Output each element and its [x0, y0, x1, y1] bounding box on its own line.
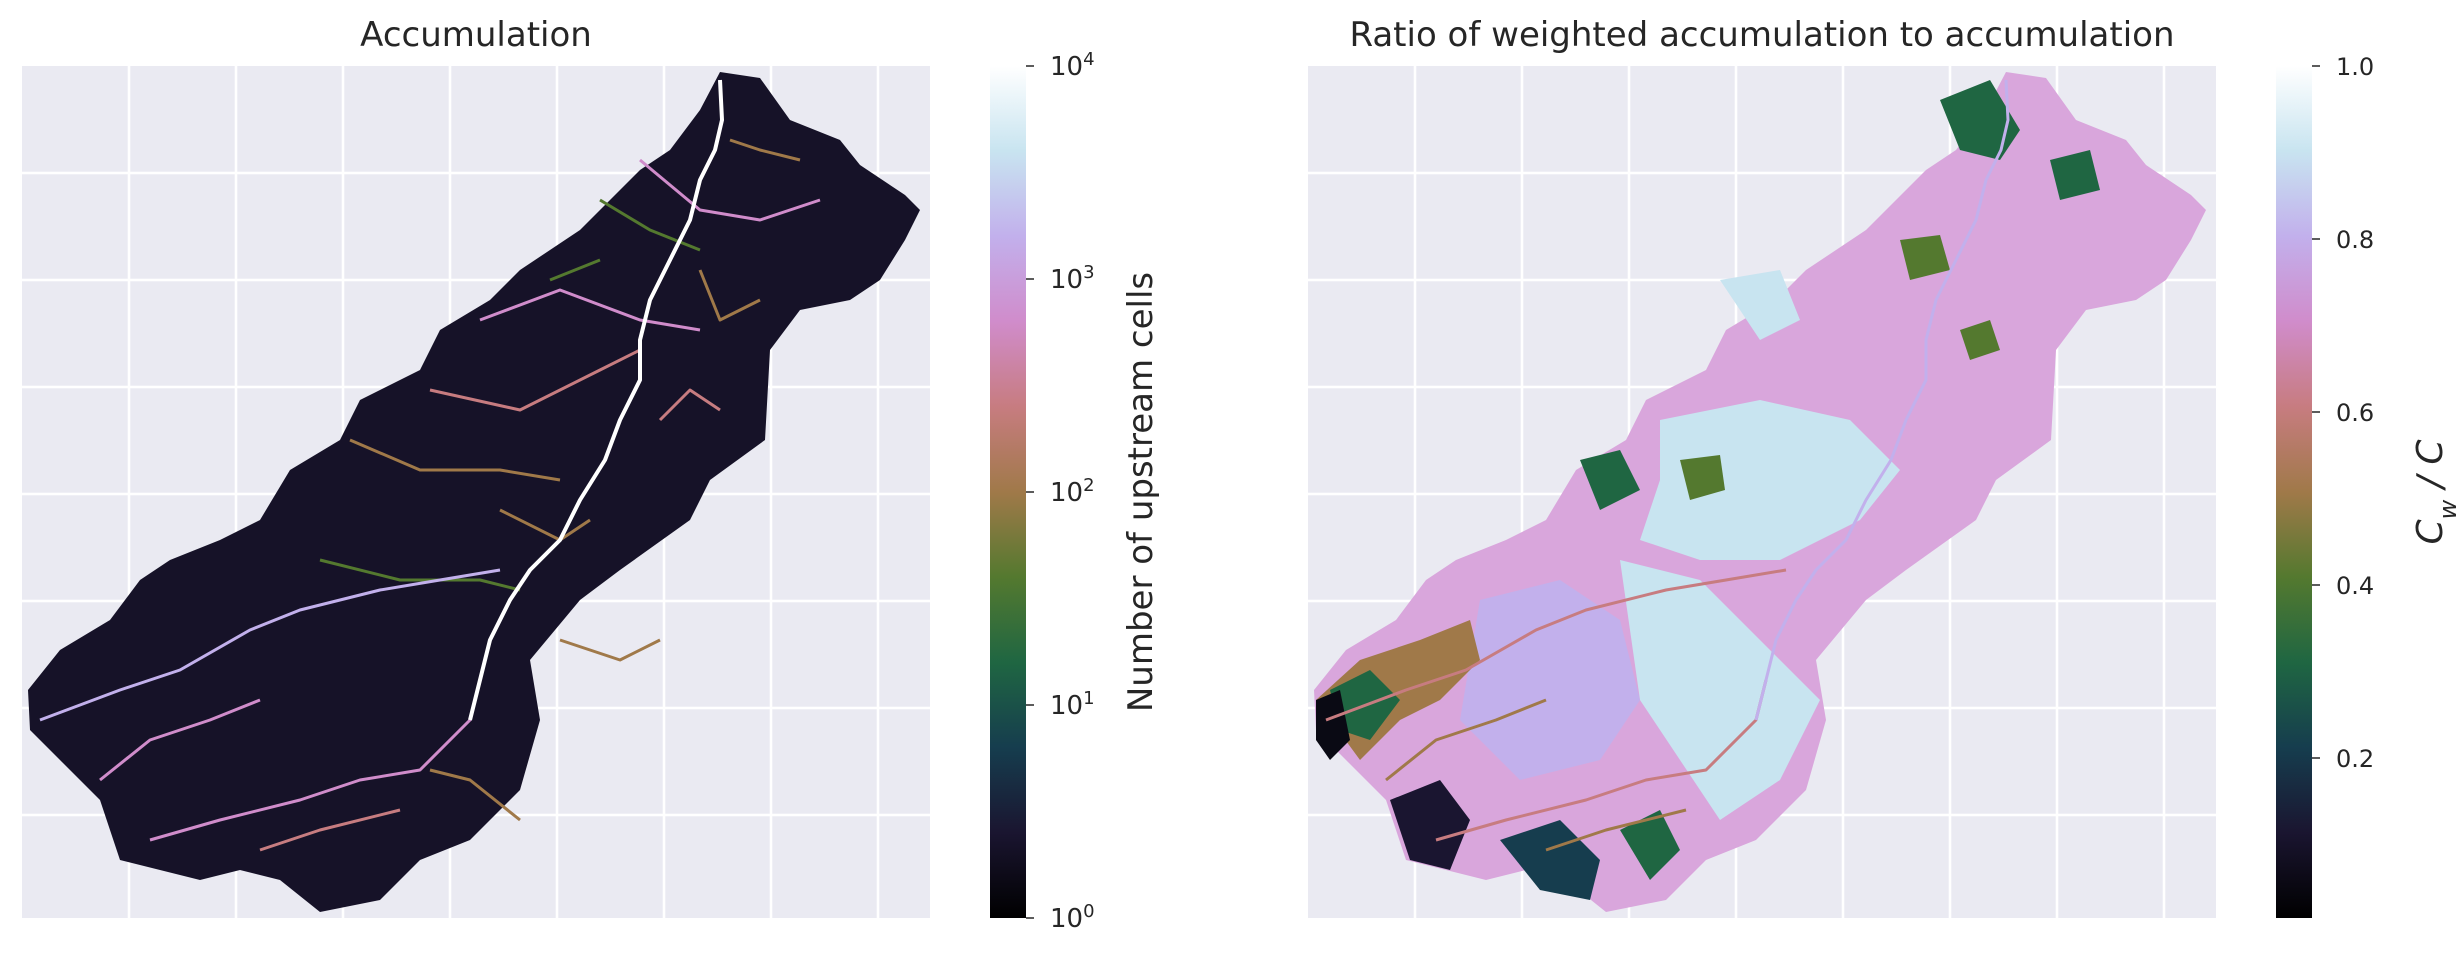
colorbar-tick: 0.2: [2312, 745, 2374, 773]
colorbar-tick: 101: [1026, 688, 1095, 722]
colorbar-label: Number of upstream cells: [1121, 272, 1161, 712]
svg-text:104: 104: [1050, 49, 1095, 83]
tick-label: 0.8: [2336, 226, 2374, 254]
svg-text:103: 103: [1050, 262, 1095, 296]
colorbar-label-base: C: [2410, 518, 2451, 544]
svg-text:101: 101: [1050, 688, 1095, 722]
tick-label: 0.6: [2336, 399, 2374, 427]
tick-base: 10: [1050, 265, 1083, 295]
main-channel: [468, 79, 724, 721]
svg-text:102: 102: [1050, 475, 1095, 509]
tick-exponent: 0: [1083, 901, 1094, 922]
low-ratio-regions: [1316, 80, 2100, 900]
colorbar-label-subscript: w: [2434, 499, 2456, 519]
chart-panel-ratio: Ratio of weighted accumulation to accumu…: [1308, 15, 2456, 918]
svg-text:100: 100: [1050, 901, 1095, 935]
colorbar-tick: 0.4: [2312, 572, 2374, 600]
colorbar-ticks: 0.2 0.4 0.6 0.8 1.0: [2312, 53, 2374, 773]
tick-base: 10: [1050, 691, 1083, 721]
tick-label: 0.2: [2336, 745, 2374, 773]
colorbar-tick: 104: [1026, 49, 1095, 83]
tick-base: 10: [1050, 904, 1083, 934]
tick-base: 10: [1050, 478, 1083, 508]
colorbar-ticks: 100 101 102 103 104: [1026, 49, 1095, 935]
colorbar: [990, 66, 1026, 918]
tick-exponent: 3: [1083, 262, 1094, 283]
colorbar-tick: 103: [1026, 262, 1095, 296]
tick-exponent: 4: [1083, 49, 1094, 70]
chart-panel-accumulation: Accumulation: [22, 15, 1161, 934]
tick-exponent: 1: [1083, 688, 1094, 709]
colorbar: [2276, 66, 2312, 918]
chart-title: Accumulation: [360, 15, 592, 55]
tick-base: 10: [1050, 52, 1083, 82]
channels: [1325, 79, 2010, 852]
colorbar-tick: 1.0: [2312, 53, 2374, 81]
colorbar-tick: 0.6: [2312, 399, 2374, 427]
tick-label: 1.0: [2336, 53, 2374, 81]
colorbar-label-rest: / C: [2410, 439, 2451, 500]
colorbar-label: Cw / C: [2410, 439, 2456, 545]
tick-exponent: 2: [1083, 475, 1094, 496]
chart-title: Ratio of weighted accumulation to accumu…: [1349, 15, 2174, 55]
colorbar-tick: 102: [1026, 475, 1095, 509]
colorbar-tick: 100: [1026, 901, 1095, 935]
tributaries: [39, 138, 821, 852]
tick-label: 0.4: [2336, 572, 2374, 600]
colorbar-tick: 0.8: [2312, 226, 2374, 254]
